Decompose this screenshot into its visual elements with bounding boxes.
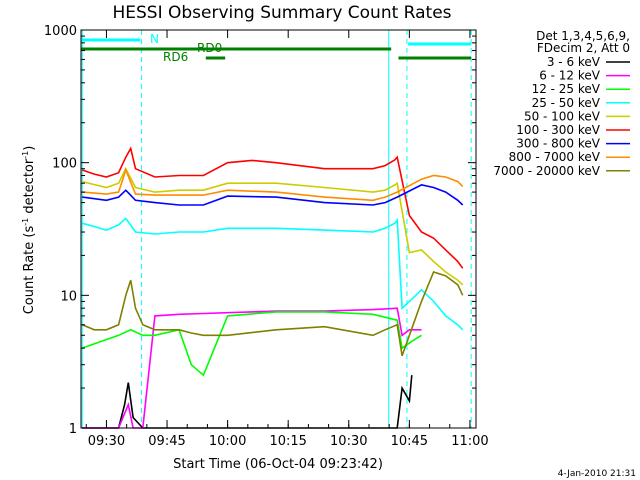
series-line-7 xyxy=(82,167,464,202)
plot-frame xyxy=(80,29,477,429)
x-tick-label-6: 11:00 xyxy=(451,434,488,449)
legend-label-2: 12 - 25 keV xyxy=(532,82,601,96)
x-tick-label-5: 10:45 xyxy=(391,434,428,449)
x-tick-label-4: 10:30 xyxy=(330,434,367,449)
series-line-8 xyxy=(81,271,464,357)
series-line-2 xyxy=(81,311,422,377)
y-axis-label: Count Rate (s-1 detector-1) xyxy=(21,146,37,315)
chart-title: HESSI Observing Summary Count Rates xyxy=(112,3,451,23)
legend-label-8: 7000 - 20000 keV xyxy=(493,164,600,178)
legend-label-0: 3 - 6 keV xyxy=(547,55,601,69)
series-line-5 xyxy=(81,146,464,269)
legend-label-3: 25 - 50 keV xyxy=(532,96,601,110)
legend-label-1: 6 - 12 keV xyxy=(539,69,601,83)
y-tick-label-2: 100 xyxy=(52,157,77,172)
legend-header-0: Det 1,3,4,5,6,9, xyxy=(536,29,630,43)
annotation-rd0: RD0 xyxy=(197,41,222,55)
annotation-rd6: RD6 xyxy=(163,50,188,64)
y-tick-label-3: 1000 xyxy=(44,24,77,39)
footer-date: 4-Jan-2010 21:31 xyxy=(558,469,636,479)
x-tick-label-1: 09:45 xyxy=(148,434,185,449)
series-line-4 xyxy=(82,166,464,286)
legend-header-1: FDecim 2, Att 0 xyxy=(537,41,630,55)
series-line-6 xyxy=(82,184,464,206)
x-axis-label: Start Time (06-Oct-04 09:23:42) xyxy=(173,457,383,472)
series-line-0 xyxy=(82,375,413,429)
series-line-1 xyxy=(82,307,422,429)
y-tick-label-1: 10 xyxy=(60,289,77,304)
x-tick-label-0: 09:30 xyxy=(88,434,125,449)
annotation-n: N xyxy=(150,32,159,46)
legend-label-6: 300 - 800 keV xyxy=(516,137,600,151)
legend-label-4: 50 - 100 keV xyxy=(524,109,601,123)
x-tick-label-3: 10:15 xyxy=(269,434,306,449)
legend-label-7: 800 - 7000 keV xyxy=(509,150,601,164)
series-line-3 xyxy=(81,217,464,331)
y-tick-label-0: 1 xyxy=(69,422,77,437)
legend-label-5: 100 - 300 keV xyxy=(516,123,600,137)
x-tick-label-2: 10:00 xyxy=(209,434,246,449)
